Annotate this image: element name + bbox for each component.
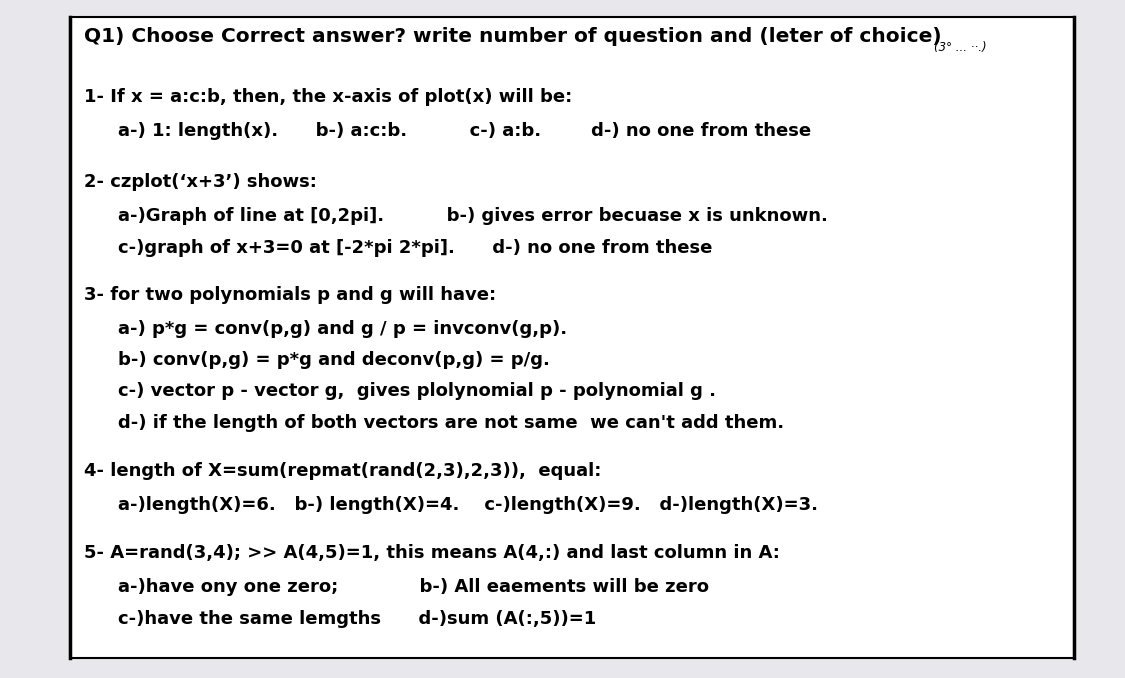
Text: a-)Graph of line at [0,2pi].          b-) gives error becuase x is unknown.: a-)Graph of line at [0,2pi]. b-) gives e… bbox=[118, 207, 828, 225]
Text: 1- If x = a:c:b, then, the x-axis of plot(x) will be:: 1- If x = a:c:b, then, the x-axis of plo… bbox=[84, 88, 573, 106]
Text: a-)have ony one zero;             b-) All eaements will be zero: a-)have ony one zero; b-) All eaements w… bbox=[118, 578, 709, 596]
Text: a-) p*g = conv(p,g) and g / p = invconv(g,p).: a-) p*g = conv(p,g) and g / p = invconv(… bbox=[118, 320, 567, 338]
Text: d-) if the length of both vectors are not same  we can't add them.: d-) if the length of both vectors are no… bbox=[118, 414, 784, 432]
Text: b-) conv(p,g) = p*g and deconv(p,g) = p/g.: b-) conv(p,g) = p*g and deconv(p,g) = p/… bbox=[118, 351, 550, 370]
Text: a-) 1: length(x).      b-) a:c:b.          c-) a:b.        d-) no one from these: a-) 1: length(x). b-) a:c:b. c-) a:b. d-… bbox=[118, 122, 811, 140]
Text: Q1) Choose Correct answer? write number of question and (leter of choice): Q1) Choose Correct answer? write number … bbox=[84, 27, 942, 46]
Text: 5- A=rand(3,4); >> A(4,5)=1, this means A(4,:) and last column in A:: 5- A=rand(3,4); >> A(4,5)=1, this means … bbox=[84, 544, 781, 562]
Text: 2- czplot(‘x+3’) shows:: 2- czplot(‘x+3’) shows: bbox=[84, 173, 317, 191]
Text: (3° ... ··.): (3° ... ··.) bbox=[934, 41, 987, 54]
FancyBboxPatch shape bbox=[70, 17, 1074, 658]
Text: c-)have the same lemgths      d-)sum (A(:,5))=1: c-)have the same lemgths d-)sum (A(:,5))… bbox=[118, 610, 596, 629]
Text: c-)graph of x+3=0 at [-2*pi 2*pi].      d-) no one from these: c-)graph of x+3=0 at [-2*pi 2*pi]. d-) n… bbox=[118, 239, 712, 257]
Text: 3- for two polynomials p and g will have:: 3- for two polynomials p and g will have… bbox=[84, 286, 496, 304]
Text: a-)length(X)=6.   b-) length(X)=4.    c-)length(X)=9.   d-)length(X)=3.: a-)length(X)=6. b-) length(X)=4. c-)leng… bbox=[118, 496, 818, 515]
Text: c-) vector p - vector g,  gives plolynomial p - polynomial g .: c-) vector p - vector g, gives plolynomi… bbox=[118, 382, 717, 401]
Text: 4- length of X=sum(repmat(rand(2,3),2,3)),  equal:: 4- length of X=sum(repmat(rand(2,3),2,3)… bbox=[84, 462, 602, 481]
